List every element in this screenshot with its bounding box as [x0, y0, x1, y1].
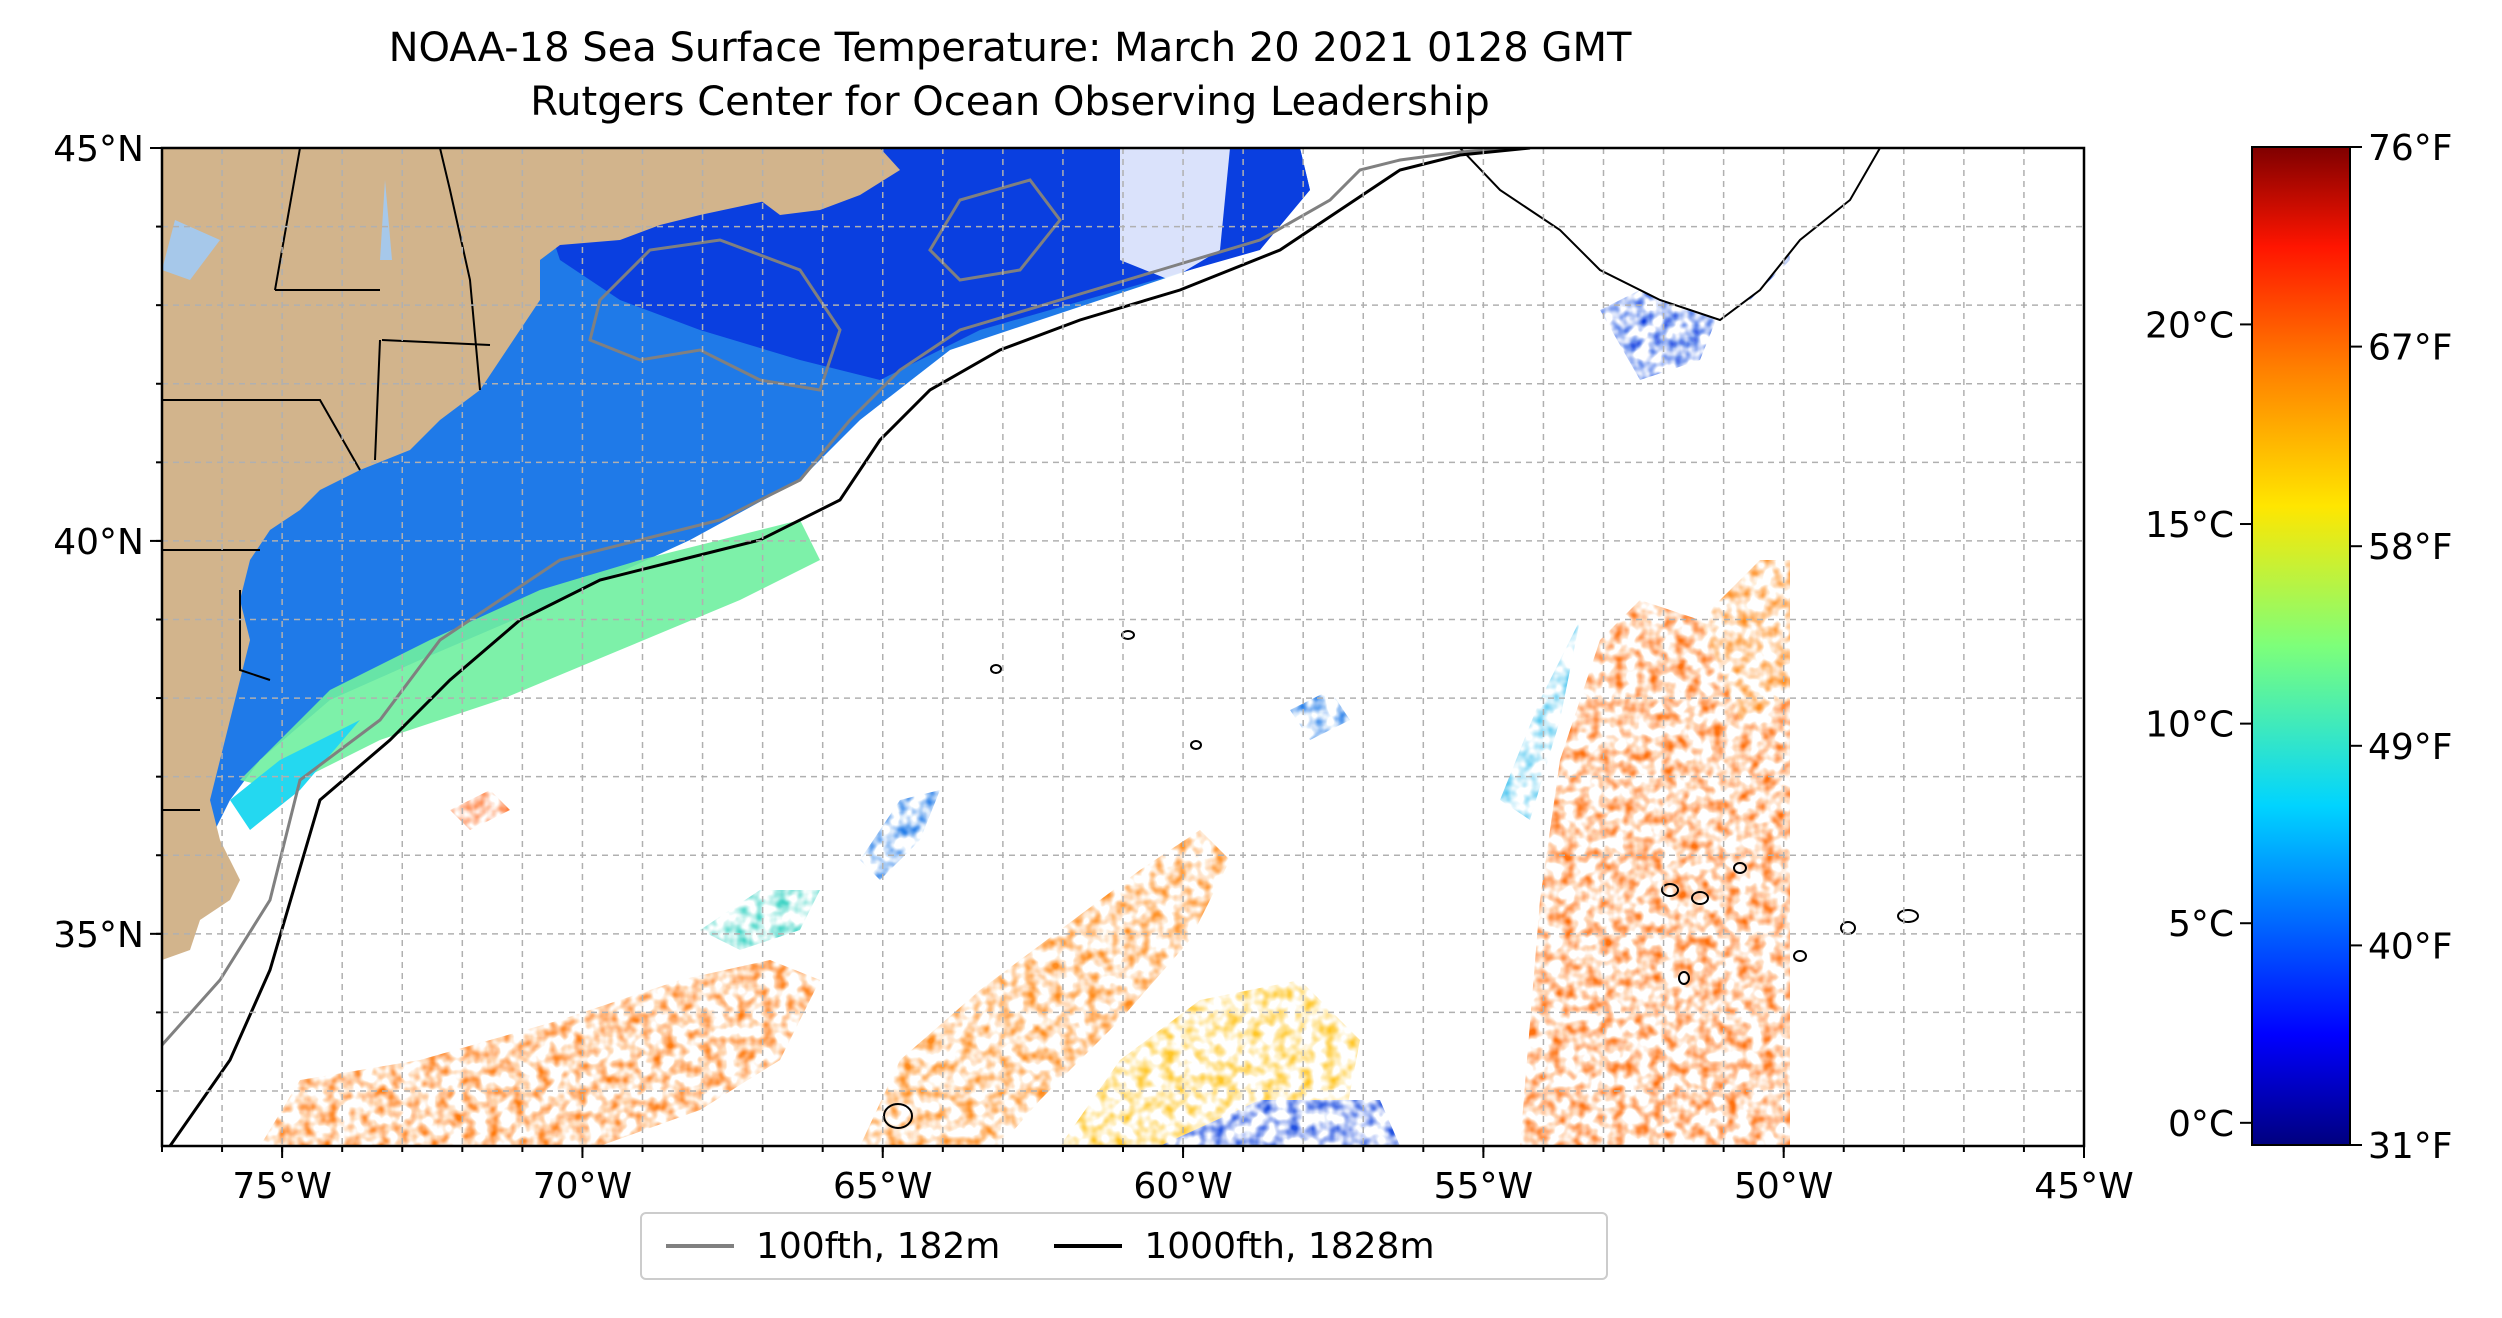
land-nova-scotia	[720, 148, 900, 215]
legend-item-100fth: 100fth, 182m	[666, 1226, 1000, 1267]
sst-ice-white	[1120, 148, 1230, 280]
sst-warm-patches	[260, 180, 1790, 1146]
chart-title: NOAA-18 Sea Surface Temperature: March 2…	[388, 25, 1632, 71]
isobath-legend: 100fth, 182m 1000fth, 1828m	[640, 1212, 1608, 1280]
x-tick-label: 60°W	[1133, 1166, 1232, 1207]
legend-item-1000fth: 1000fth, 1828m	[1054, 1225, 1435, 1267]
x-tick-label: 45°W	[2034, 1166, 2133, 1207]
isobath-100fth	[162, 148, 1521, 1046]
y-tick-label: 35°N	[53, 915, 144, 956]
colorbar-f-label: 49°F	[2368, 727, 2453, 768]
state-borders	[162, 148, 491, 811]
colorbar-f-label: 40°F	[2368, 926, 2453, 967]
y-tick-label: 45°N	[53, 129, 144, 170]
legend-swatch-1000fth	[1054, 1244, 1123, 1248]
sst-shelf-warm-edge	[240, 520, 820, 790]
axis-labels: 75°W 70°W 65°W 60°W 55°W 50°W 45°W 35°N 40°N 45°N	[53, 129, 2133, 1207]
colorbar-ticks	[2240, 146, 2362, 1146]
sst-cyan-patch	[230, 720, 360, 830]
colorbar-c-label: 5°C	[2168, 904, 2234, 945]
colorbar-c-label: 10°C	[2145, 705, 2234, 746]
gridlines	[162, 148, 2084, 1146]
colorbar-c-label: 15°C	[2145, 505, 2234, 546]
land-newfoundland	[1458, 148, 1882, 322]
colorbar-f-label: 58°F	[2368, 527, 2453, 568]
legend-label-100fth: 100fth, 182m	[756, 1225, 1001, 1267]
seamounts	[883, 630, 1919, 1129]
x-tick-label: 55°W	[1434, 1166, 1533, 1207]
x-tick-label: 75°W	[232, 1166, 331, 1207]
colorbar-labels: 31°F 40°F 49°F 58°F 67°F 76°F 0°C 5°C 10°C 15°C 20…	[2145, 128, 2452, 1167]
colorbar-c-label: 0°C	[2168, 1104, 2234, 1145]
colorbar-gradient	[2251, 146, 2351, 1146]
legend-swatch-100fth	[666, 1244, 734, 1248]
isobath-1000fth	[168, 148, 1531, 1146]
x-tick-label: 65°W	[833, 1166, 932, 1207]
isobath-gulf-of-maine	[588, 178, 1062, 392]
water-lakes	[162, 180, 392, 280]
colorbar-c-label: 20°C	[2145, 305, 2234, 346]
colorbar-f-label: 67°F	[2368, 328, 2453, 369]
axis-ticks	[150, 147, 2085, 1158]
colorbar-f-label: 31°F	[2368, 1126, 2453, 1167]
chart-subtitle: Rutgers Center for Ocean Observing Leade…	[530, 79, 1490, 125]
x-tick-label: 70°W	[533, 1166, 632, 1207]
y-tick-label: 40°N	[53, 522, 144, 563]
legend-label-1000fth: 1000fth, 1828m	[1144, 1225, 1435, 1267]
colorbar-f-label: 76°F	[2368, 128, 2453, 169]
x-tick-label: 50°W	[1734, 1166, 1833, 1207]
